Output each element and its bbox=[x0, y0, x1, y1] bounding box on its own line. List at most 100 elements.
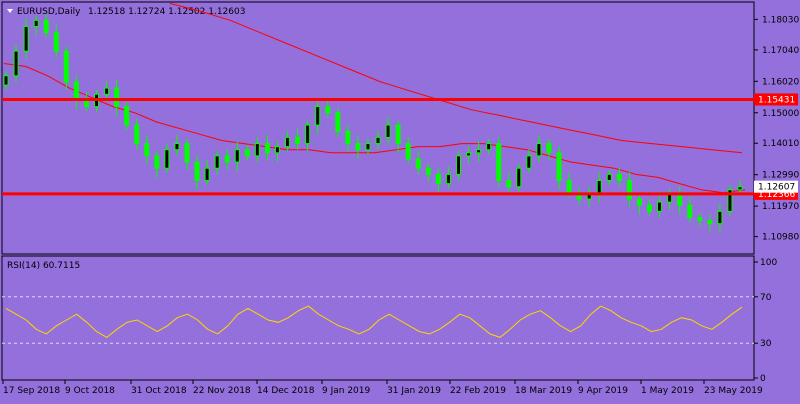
candle bbox=[395, 120, 401, 153]
candle bbox=[93, 89, 99, 113]
bear-candle-body bbox=[697, 216, 703, 222]
candle bbox=[455, 151, 461, 181]
candle bbox=[506, 172, 512, 195]
candle bbox=[234, 141, 240, 172]
bear-candle-body bbox=[134, 124, 140, 145]
candle bbox=[496, 137, 502, 187]
price-tag bbox=[754, 93, 798, 106]
candle bbox=[63, 46, 69, 90]
candle bbox=[707, 214, 713, 232]
candle bbox=[476, 141, 482, 163]
bull-candle-body bbox=[516, 167, 522, 188]
candle bbox=[3, 71, 9, 90]
candle bbox=[596, 172, 602, 203]
bull-candle-body bbox=[234, 149, 240, 163]
candle bbox=[124, 101, 130, 130]
candle bbox=[204, 159, 210, 186]
bull-candle-body bbox=[214, 155, 220, 169]
current-price-label: 1.12607 bbox=[758, 183, 795, 193]
time-tick-label: 9 Jan 2019 bbox=[322, 386, 370, 396]
bull-candle-body bbox=[486, 143, 492, 151]
candle bbox=[315, 100, 321, 135]
candle bbox=[435, 167, 441, 193]
bull-candle-body bbox=[526, 155, 532, 169]
candle bbox=[23, 18, 29, 59]
candle bbox=[325, 98, 331, 118]
bear-candle-body bbox=[73, 81, 79, 101]
bull-candle-body bbox=[596, 180, 602, 194]
bull-candle-body bbox=[254, 143, 260, 157]
bull-candle-body bbox=[13, 50, 19, 77]
bull-candle-body bbox=[466, 152, 472, 157]
rsi-tick-label: 70 bbox=[760, 293, 772, 303]
bear-candle-body bbox=[405, 143, 411, 160]
bull-candle-body bbox=[606, 173, 612, 182]
bear-candle-body bbox=[154, 155, 160, 169]
bull-candle-body bbox=[285, 136, 291, 148]
price-tick-label: 1.14010 bbox=[762, 139, 799, 149]
price-tick-label: 1.16020 bbox=[762, 77, 799, 87]
candle bbox=[576, 188, 582, 206]
bear-candle-body bbox=[496, 143, 502, 182]
candle bbox=[53, 24, 59, 58]
bear-candle-body bbox=[114, 87, 120, 108]
bear-candle-body bbox=[687, 204, 693, 218]
price-tag-label: 1.15431 bbox=[758, 95, 795, 105]
bull-candle-body bbox=[164, 149, 170, 169]
candle bbox=[295, 129, 301, 150]
ohlc-values: 1.12518 1.12724 1.12502 1.12603 bbox=[88, 7, 245, 17]
price-tick-label: 1.12990 bbox=[762, 171, 799, 181]
candle bbox=[184, 138, 190, 170]
bear-candle-body bbox=[264, 143, 270, 154]
candle bbox=[214, 151, 220, 175]
candle bbox=[73, 75, 79, 110]
candle bbox=[536, 135, 542, 163]
moving-average-slow bbox=[169, 2, 743, 154]
rsi-axis: 100 70 30 0 bbox=[754, 258, 777, 384]
time-tick-label: 14 Dec 2018 bbox=[257, 386, 315, 396]
candle bbox=[667, 188, 673, 210]
bull-candle-body bbox=[274, 146, 280, 154]
price-tag-label: 1.12366 bbox=[758, 190, 795, 200]
bull-candle-body bbox=[476, 149, 482, 154]
candle bbox=[224, 149, 230, 170]
candle bbox=[657, 193, 663, 218]
candle bbox=[677, 186, 683, 215]
candle bbox=[687, 196, 693, 223]
time-tick-label: 9 Oct 2018 bbox=[65, 386, 115, 396]
candle bbox=[415, 150, 421, 175]
rsi-line bbox=[5, 305, 743, 339]
bear-candle-body bbox=[53, 32, 59, 52]
rsi-tick-label: 0 bbox=[760, 374, 766, 384]
candle bbox=[405, 137, 411, 164]
candle bbox=[486, 138, 492, 155]
bear-candle-body bbox=[184, 143, 190, 163]
candle bbox=[717, 203, 723, 233]
candle bbox=[365, 138, 371, 155]
candle bbox=[285, 130, 291, 152]
time-tick-label: 22 Feb 2019 bbox=[450, 386, 506, 396]
candle bbox=[445, 166, 451, 189]
bear-candle-body bbox=[647, 204, 653, 212]
candle bbox=[305, 120, 311, 152]
price-tick-label: 1.18030 bbox=[762, 15, 799, 25]
bear-candle-body bbox=[335, 112, 341, 132]
bear-candle-body bbox=[194, 161, 200, 182]
bear-candle-body bbox=[636, 198, 642, 206]
bear-candle-body bbox=[395, 124, 401, 145]
bull-candle-body bbox=[737, 186, 743, 191]
bear-candle-body bbox=[415, 158, 421, 169]
rsi-tick-label: 100 bbox=[760, 258, 777, 268]
chevron-down-icon[interactable] bbox=[7, 9, 13, 13]
candle bbox=[375, 130, 381, 150]
bull-candle-body bbox=[204, 167, 210, 182]
candle bbox=[526, 149, 532, 173]
bear-candle-body bbox=[124, 106, 130, 126]
bull-candle-body bbox=[104, 87, 110, 95]
candle bbox=[345, 124, 351, 152]
bear-candle-body bbox=[425, 167, 431, 175]
candle bbox=[647, 198, 653, 216]
